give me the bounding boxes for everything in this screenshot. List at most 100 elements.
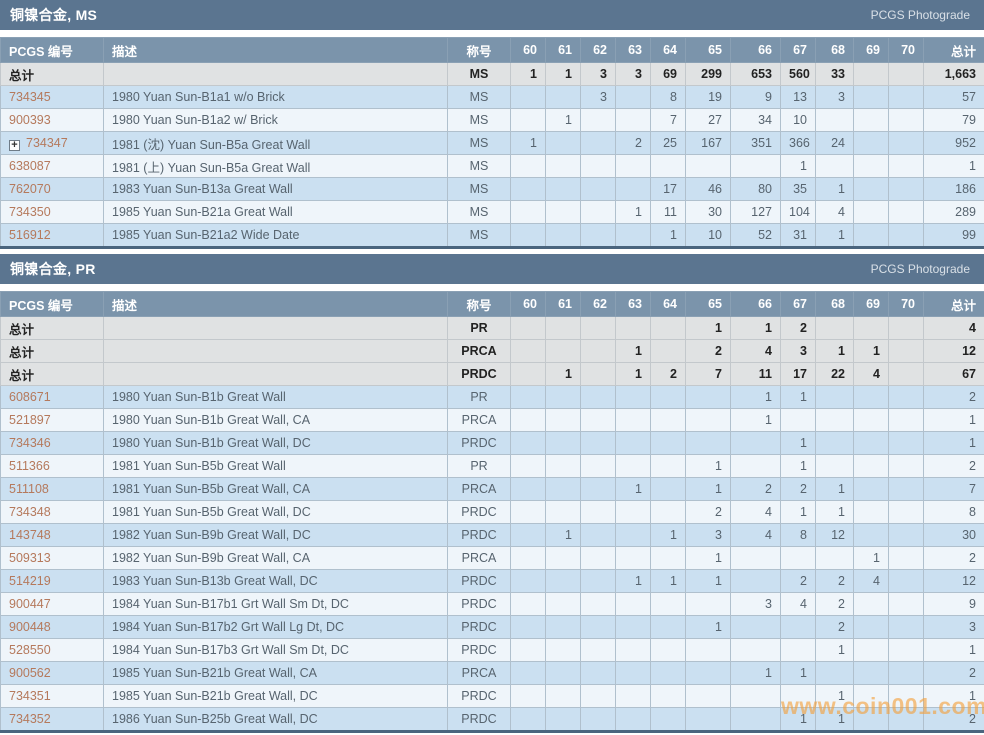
pcgs-number-link[interactable]: 734348 bbox=[9, 505, 51, 519]
pcgs-number-link[interactable]: 900562 bbox=[9, 666, 51, 680]
grade-cell bbox=[650, 661, 686, 685]
grade-cell bbox=[580, 362, 616, 386]
grade-cell: 3 bbox=[580, 62, 616, 86]
grade-cell bbox=[545, 592, 581, 616]
total-cell: 79 bbox=[923, 108, 984, 132]
col-header-designation: 称号 bbox=[447, 291, 511, 317]
grade-cell: 1 bbox=[615, 362, 651, 386]
grade-cell bbox=[888, 200, 924, 224]
pcgs-number-cell: 528550 bbox=[0, 638, 104, 662]
total-cell: 57 bbox=[923, 85, 984, 109]
pcgs-number-link[interactable]: 528550 bbox=[9, 643, 51, 657]
col-header-grade-64: 64 bbox=[650, 291, 686, 317]
pcgs-number-link[interactable]: 608671 bbox=[9, 390, 51, 404]
coin-description: 1984 Yuan Sun-B17b3 Grt Wall Sm Dt, DC bbox=[103, 638, 448, 662]
pcgs-number-link[interactable]: 900393 bbox=[9, 113, 51, 127]
pr-table-section: 铜镍合金, PR PCGS Photograde PCGS 编号 描述 称号 60 61… bbox=[0, 254, 984, 733]
pcgs-number-link[interactable]: 516912 bbox=[9, 228, 51, 242]
pcgs-number-link[interactable]: 734346 bbox=[9, 436, 51, 450]
coin-description: 1984 Yuan Sun-B17b1 Grt Wall Sm Dt, DC bbox=[103, 592, 448, 616]
grade-cell: 12 bbox=[815, 523, 854, 547]
pcgs-number-link[interactable]: 734352 bbox=[9, 712, 51, 726]
pcgs-number-link[interactable]: 900448 bbox=[9, 620, 51, 634]
grade-cell: 4 bbox=[730, 500, 781, 524]
col-header-pcgs-number: PCGS 编号 bbox=[0, 291, 104, 317]
grade-cell bbox=[888, 707, 924, 732]
pcgs-number-link[interactable]: 734351 bbox=[9, 689, 51, 703]
grade-cell bbox=[545, 661, 581, 685]
grade-cell bbox=[685, 707, 731, 732]
col-header-grade-69: 69 bbox=[853, 37, 889, 63]
designation-cell: PRCA bbox=[447, 339, 511, 363]
pcgs-number-link[interactable]: 762070 bbox=[9, 182, 51, 196]
grade-cell: 1 bbox=[780, 431, 816, 455]
pcgs-number-link[interactable]: 511366 bbox=[9, 459, 50, 473]
pcgs-number-link[interactable]: 638087 bbox=[9, 159, 51, 173]
col-header-grade-62: 62 bbox=[580, 291, 616, 317]
grade-cell bbox=[780, 408, 816, 432]
grade-cell bbox=[615, 546, 651, 570]
total-cell: 7 bbox=[923, 477, 984, 501]
photograde-link[interactable]: PCGS Photograde bbox=[870, 8, 970, 22]
pcgs-number-link[interactable]: 143748 bbox=[9, 528, 51, 542]
coin-row: 509313 1982 Yuan Sun-B9b Great Wall, CA PR… bbox=[0, 546, 984, 570]
grade-cell bbox=[888, 362, 924, 386]
grade-cell bbox=[580, 131, 616, 155]
coin-description: 1985 Yuan Sun-B21a2 Wide Date bbox=[103, 223, 448, 248]
grade-cell bbox=[545, 408, 581, 432]
grade-cell bbox=[888, 546, 924, 570]
expand-icon[interactable]: + bbox=[9, 139, 20, 151]
pcgs-number-link[interactable]: 509313 bbox=[9, 551, 51, 565]
grade-cell bbox=[615, 454, 651, 478]
pcgs-number-link[interactable]: 900447 bbox=[9, 597, 51, 611]
grade-cell bbox=[685, 592, 731, 616]
grade-cell bbox=[853, 477, 889, 501]
grade-cell: 46 bbox=[685, 177, 731, 201]
grade-cell bbox=[580, 615, 616, 639]
pcgs-number-link[interactable]: 511108 bbox=[9, 482, 49, 496]
photograde-link[interactable]: PCGS Photograde bbox=[870, 262, 970, 276]
grade-cell bbox=[545, 454, 581, 478]
coin-row: 734345 1980 Yuan Sun-B1a1 w/o Brick MS 3 8 19… bbox=[0, 85, 984, 109]
grade-cell bbox=[888, 339, 924, 363]
grade-cell bbox=[888, 316, 924, 340]
coin-description: 1985 Yuan Sun-B21a Great Wall bbox=[103, 200, 448, 224]
grade-cell bbox=[730, 638, 781, 662]
grade-cell bbox=[615, 684, 651, 708]
coin-row: 900448 1984 Yuan Sun-B17b2 Grt Wall Lg Dt… bbox=[0, 615, 984, 639]
designation-cell: MS bbox=[447, 108, 511, 132]
grade-cell: 1 bbox=[510, 62, 546, 86]
pcgs-number-link[interactable]: 514219 bbox=[9, 574, 51, 588]
pcgs-number-link[interactable]: 521897 bbox=[9, 413, 51, 427]
grade-cell: 3 bbox=[815, 85, 854, 109]
grade-cell bbox=[888, 477, 924, 501]
designation-cell: PRCA bbox=[447, 546, 511, 570]
pcgs-number-link[interactable]: 734347 bbox=[26, 135, 68, 150]
designation-cell: PRDC bbox=[447, 684, 511, 708]
grade-cell bbox=[510, 615, 546, 639]
grade-cell bbox=[888, 661, 924, 685]
pcgs-number-link[interactable]: 734350 bbox=[9, 205, 51, 219]
grade-cell: 1 bbox=[780, 154, 816, 178]
grade-cell: 1 bbox=[545, 523, 581, 547]
total-cell: 2 bbox=[923, 454, 984, 478]
grade-cell bbox=[853, 454, 889, 478]
grade-cell bbox=[888, 62, 924, 86]
totals-row: 总计 MS 1 1 3 3 69 299 653 560 33 1,663 bbox=[0, 62, 984, 86]
grade-cell bbox=[650, 615, 686, 639]
col-header-grade-60: 60 bbox=[510, 37, 546, 63]
grade-cell: 1 bbox=[685, 316, 731, 340]
grade-cell bbox=[580, 200, 616, 224]
pcgs-number-cell: +734347 bbox=[0, 131, 104, 155]
grade-cell bbox=[888, 177, 924, 201]
coin-row: 734351 1985 Yuan Sun-B21b Great Wall, DC P… bbox=[0, 684, 984, 708]
grade-cell: 80 bbox=[730, 177, 781, 201]
coin-row: 900447 1984 Yuan Sun-B17b1 Grt Wall Sm Dt… bbox=[0, 592, 984, 616]
col-header-grade-61: 61 bbox=[545, 291, 581, 317]
grade-cell bbox=[615, 108, 651, 132]
grade-cell: 104 bbox=[780, 200, 816, 224]
grade-cell bbox=[510, 339, 546, 363]
grade-cell bbox=[545, 154, 581, 178]
pcgs-number-link[interactable]: 734345 bbox=[9, 90, 51, 104]
grade-cell bbox=[685, 684, 731, 708]
